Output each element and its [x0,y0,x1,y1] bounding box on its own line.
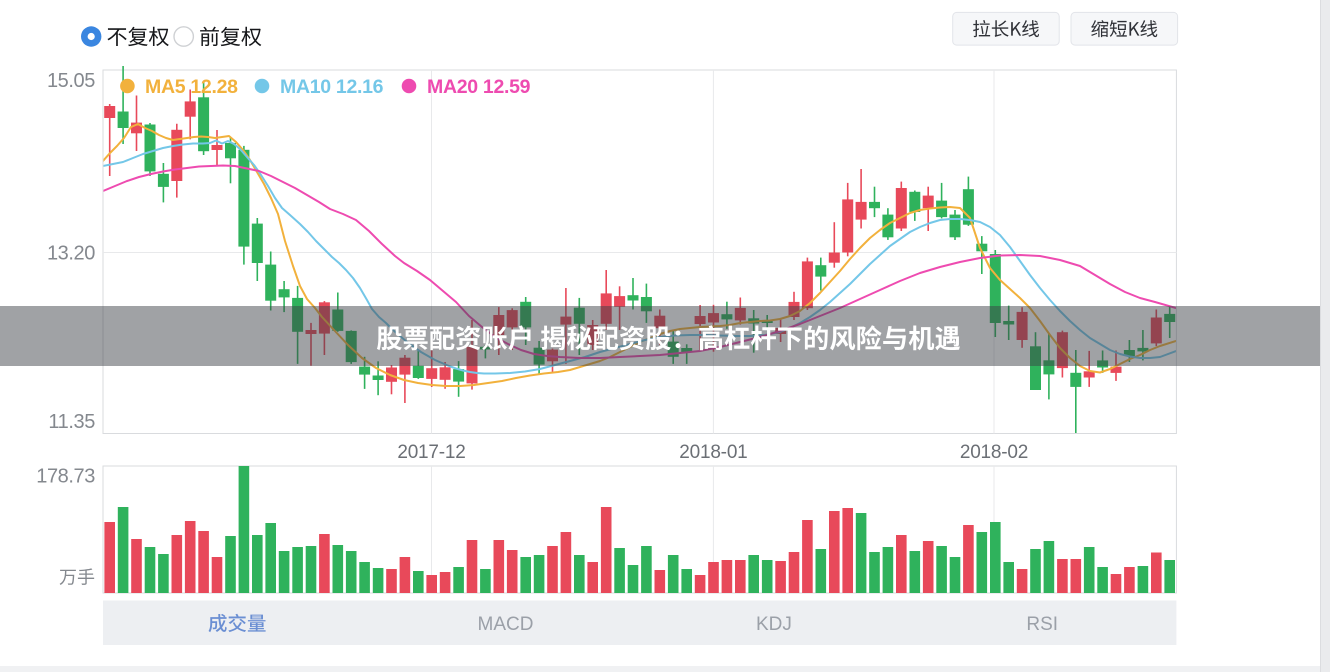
svg-text:13.20: 13.20 [47,243,95,265]
svg-text:15.05: 15.05 [47,70,95,92]
svg-text:2018-02: 2018-02 [960,442,1028,463]
svg-text:MA20 12.59: MA20 12.59 [427,76,531,98]
svg-text:MA10 12.16: MA10 12.16 [280,76,384,98]
svg-text:MA5 12.28: MA5 12.28 [145,76,238,98]
svg-text:KDJ: KDJ [756,614,792,635]
svg-text:MACD: MACD [478,614,534,635]
svg-text:11.35: 11.35 [48,411,95,433]
svg-text:2018-01: 2018-01 [679,442,747,463]
svg-text:RSI: RSI [1026,614,1058,635]
svg-text:2017-12: 2017-12 [397,442,465,463]
svg-text:178.73: 178.73 [36,466,95,488]
